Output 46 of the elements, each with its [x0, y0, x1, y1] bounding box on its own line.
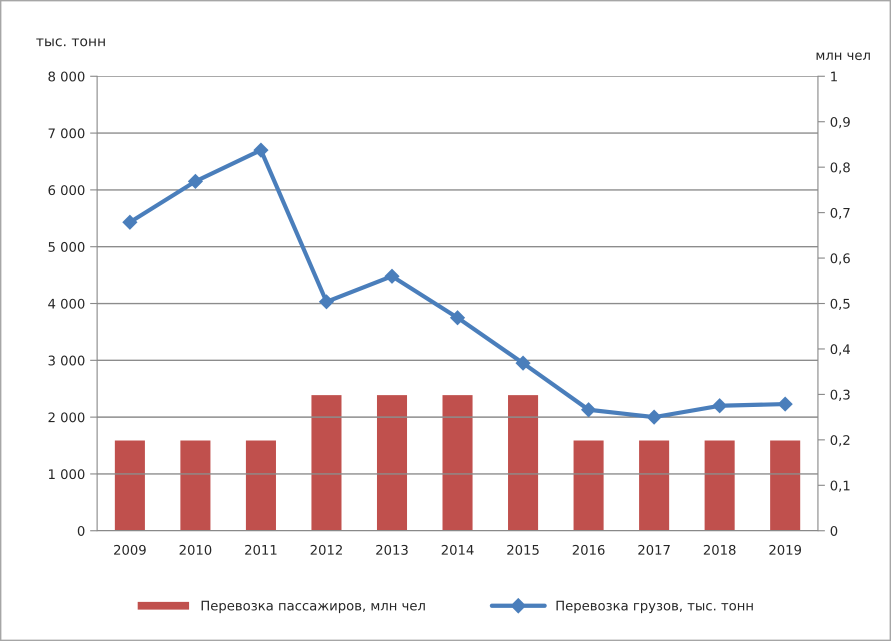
y-tick-label: 0 — [78, 526, 84, 536]
point — [581, 402, 596, 418]
y2-tick-label: 0,5 — [830, 298, 850, 310]
y2-tick-label: 0,8 — [830, 162, 850, 174]
y2-tick-label: 0,2 — [830, 435, 850, 446]
y-tick-label: 6 000 — [48, 185, 84, 196]
y2-tick-label: 1 — [831, 72, 837, 82]
y2-axis-title: млн чел — [816, 52, 870, 60]
x-tick-label: 2015 — [507, 544, 539, 555]
y-tick-label: 7 000 — [48, 128, 84, 138]
point — [516, 356, 530, 371]
point — [450, 310, 465, 326]
y2-tick-label: 0,9 — [830, 116, 850, 128]
point — [254, 142, 268, 158]
y2-tick-label: 0,7 — [830, 208, 850, 220]
x-tick-label: 2018 — [704, 544, 736, 555]
y-tick-label: 8 000 — [48, 72, 84, 82]
point — [712, 398, 728, 414]
y-tick-label: 3 000 — [48, 356, 84, 366]
x-tick-label: 2016 — [572, 544, 605, 555]
y2-tick-label: 0 — [830, 526, 838, 536]
point — [384, 268, 400, 284]
x-tick-label: 2017 — [638, 544, 670, 555]
x-tick-label: 2010 — [180, 544, 212, 555]
x-tick-label: 2012 — [310, 544, 342, 555]
y2-tick-label: 0,6 — [830, 253, 850, 265]
x-tick-label: 2014 — [442, 544, 474, 555]
legend-label: Перевозка пассажиров, млн чел — [202, 600, 425, 614]
y2-tick-label: 0,1 — [830, 480, 850, 492]
y-tick-label: 4 000 — [48, 298, 84, 309]
point — [188, 174, 203, 189]
y-tick-label: 5 000 — [48, 242, 84, 252]
y-tick-label: 1 000 — [48, 469, 84, 480]
x-tick-label: 2011 — [245, 544, 277, 555]
legend-label: Перевозка грузов, тыс. тонн — [556, 600, 753, 614]
y-axis-title: тыс. тонн — [36, 38, 105, 46]
point — [646, 410, 662, 425]
x-tick-label: 2009 — [114, 544, 146, 555]
y-tick-label: 2 000 — [48, 412, 84, 422]
point — [778, 396, 793, 412]
point — [319, 294, 334, 310]
y2-tick-label: 0,3 — [830, 390, 850, 401]
x-tick-label: 2013 — [376, 544, 408, 555]
x-tick-label: 2019 — [769, 544, 802, 555]
point — [122, 214, 138, 230]
y2-tick-label: 0,4 — [830, 344, 850, 356]
